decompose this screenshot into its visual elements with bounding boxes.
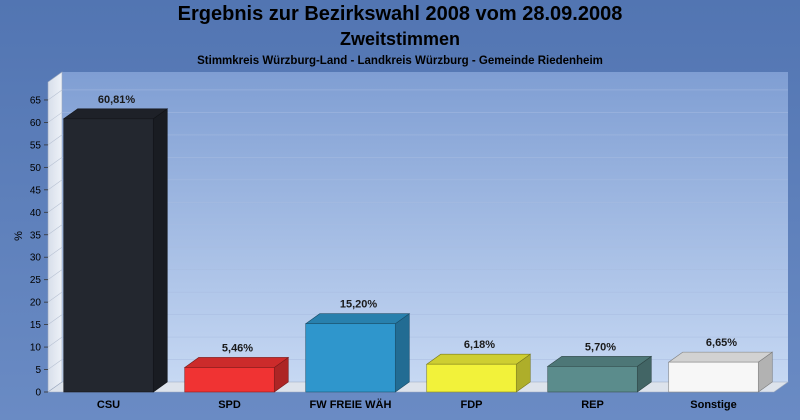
bar-front-face (184, 367, 275, 393)
y-tick-label: 35 (30, 230, 42, 241)
gridline-side (47, 246, 63, 258)
y-tick-label: 20 (30, 298, 42, 309)
y-tick-label: 50 (30, 163, 42, 174)
bar-top-face (304, 313, 411, 325)
gridline-side (47, 291, 63, 303)
bar-top-face (62, 108, 169, 120)
bar-value-label: 5,46% (222, 342, 253, 354)
gridline-side (47, 224, 63, 235)
y-tick-label: 15 (30, 320, 42, 331)
y-tick-label: 40 (30, 208, 42, 219)
gridline-side (47, 157, 63, 168)
x-category-label: REP (581, 399, 604, 411)
plot-back-wall (62, 72, 788, 382)
bar-csu (62, 108, 169, 393)
bar-sonstige (667, 351, 774, 393)
gridline-side (47, 89, 63, 101)
gridline-side (47, 359, 63, 370)
gridline-side (47, 314, 63, 325)
bar-value-label: 6,18% (464, 339, 495, 351)
y-tick-label: 45 (30, 185, 42, 196)
chart-caption: Stimmkreis Würzburg-Land - Landkreis Wür… (197, 55, 603, 67)
bar-value-label: 5,70% (585, 341, 616, 353)
gridline-side (47, 112, 63, 123)
y-axis-label: % (13, 231, 25, 241)
gridline-side (47, 269, 63, 280)
bar-front-face (547, 366, 638, 393)
y-tick-label: 60 (30, 118, 42, 129)
bar-fdp (425, 353, 532, 393)
y-tick-label: 25 (30, 275, 42, 286)
bar-side-face (152, 108, 168, 393)
chart-title: Ergebnis zur Bezirkswahl 2008 vom 28.09.… (177, 3, 623, 25)
bar-front-face (426, 363, 517, 393)
gridline-side (47, 179, 63, 191)
x-category-label: SPD (218, 399, 241, 411)
bar-top-face (425, 353, 532, 365)
bar-value-label: 15,20% (340, 299, 378, 311)
x-category-label: Sonstige (690, 399, 736, 411)
x-category-label: CSU (97, 399, 120, 411)
x-category-label: FW FREIE WÄH (310, 398, 392, 411)
bar-value-label: 60,81% (98, 94, 136, 106)
bar-front-face (668, 361, 759, 393)
bar-value-label: 6,65% (706, 337, 737, 349)
y-tick-label: 5 (35, 365, 41, 376)
bar-fw-freie-w-h (304, 313, 411, 393)
bar-front-face (305, 323, 396, 393)
gridline-side (47, 134, 63, 146)
bar-top-face (183, 357, 290, 368)
y-tick-label: 30 (30, 253, 42, 264)
bar-side-face (394, 313, 410, 393)
gridline-side (47, 336, 63, 348)
gridline-side (47, 202, 63, 213)
bar-front-face (63, 118, 154, 393)
chart-subtitle: Zweitstimmen (339, 29, 461, 49)
plot-left-wall (47, 71, 63, 393)
bar-rep (546, 355, 653, 393)
x-category-label: FDP (461, 399, 483, 411)
y-tick-label: 65 (30, 95, 42, 106)
bar-top-face (546, 356, 653, 367)
y-tick-label: 0 (35, 388, 41, 399)
y-tick-label: 55 (30, 140, 42, 151)
bar-spd (183, 356, 290, 393)
bar-top-face (667, 351, 774, 363)
y-tick-label: 10 (30, 343, 42, 354)
